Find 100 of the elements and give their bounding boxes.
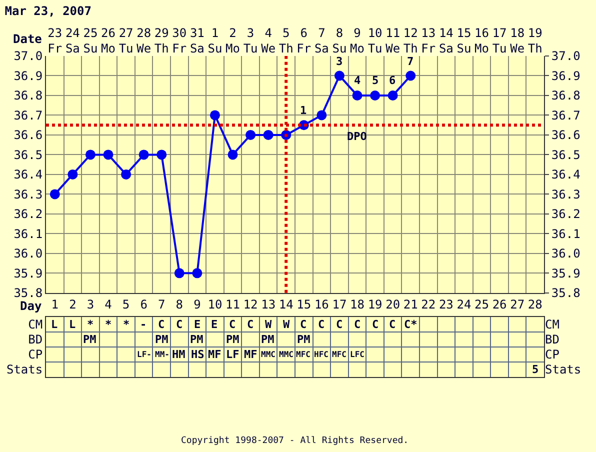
x2-tick-label: 13 Fr <box>421 26 436 56</box>
point <box>156 150 167 160</box>
x2-tick-label: 12 Th <box>403 26 418 56</box>
point <box>388 90 398 100</box>
x-tick-label: 25 <box>474 297 489 312</box>
y2-tick-label: 36.0 <box>551 246 580 261</box>
x2-tick-label: 9 Mo <box>350 26 364 56</box>
text: LF <box>226 348 240 361</box>
annotation: 7 <box>407 55 414 68</box>
point <box>50 189 60 200</box>
y-tick-label: 36.7 <box>14 108 43 122</box>
text: * <box>87 318 94 331</box>
y-tick-label: 36.4 <box>14 168 43 182</box>
text: MM- <box>155 350 170 359</box>
x-tick-label: 26 <box>492 297 507 312</box>
text: E <box>194 318 201 331</box>
text: MMC <box>279 350 294 359</box>
text: C <box>354 318 361 331</box>
x-tick-label: 24 <box>456 297 472 312</box>
text: C <box>300 318 307 331</box>
x-tick-label: 7 <box>158 297 166 312</box>
y-tick-label: 36.0 <box>14 246 43 261</box>
x2-tick-label: 1 Su <box>208 26 222 56</box>
point <box>174 268 184 278</box>
y2-tick-label: 36.6 <box>551 128 580 142</box>
x2-tick-label: 6 Fr <box>296 26 312 56</box>
text: C* <box>404 318 418 331</box>
y2-tick-label: 36.1 <box>551 226 580 241</box>
y-tick-label: Stats <box>6 362 43 377</box>
point <box>85 150 96 160</box>
y-tick-label: 35.8 <box>14 286 43 300</box>
text: HFC <box>314 350 328 359</box>
x-tick-label: 14 <box>278 297 294 312</box>
x-tick-label: 3 <box>86 297 94 312</box>
x2-tick-label: 29 Th <box>154 26 169 56</box>
point <box>103 150 114 160</box>
x2-tick-label: 4 We <box>261 26 276 56</box>
point <box>121 169 132 180</box>
x-tick-label: 2 <box>69 297 76 312</box>
x2-tick-label: 27 Tu <box>118 26 134 56</box>
point <box>246 130 256 140</box>
x2-tick-label: 5 Th <box>278 26 294 56</box>
text: C <box>229 318 236 331</box>
annotation: 4 <box>354 74 361 87</box>
x-tick-label: 11 <box>226 297 240 312</box>
x-tick-label: 4 <box>104 297 112 312</box>
x2-tick-label: 16 Mo <box>474 26 489 56</box>
x-tick-label: 9 <box>194 297 201 312</box>
annotation: 5 <box>372 74 379 87</box>
y-tick-label: BD <box>28 332 43 347</box>
chart-title: Mar 23, 2007 <box>4 4 92 18</box>
text: LFC <box>350 350 364 359</box>
point <box>263 130 274 140</box>
y2-tick-label: BD <box>545 332 560 347</box>
x2-tick-label: 26 Mo <box>101 26 116 56</box>
text: MFC <box>296 350 310 359</box>
x2-tick-label: 31 Sa <box>190 26 204 56</box>
text: * <box>105 318 112 331</box>
y-tick-label: 36.2 <box>14 207 43 222</box>
y2-tick-label: 36.2 <box>551 207 580 222</box>
y2-tick-label: 35.8 <box>551 286 580 300</box>
x-tick-label: 22 <box>421 297 436 312</box>
y2-tick-label: 35.9 <box>551 266 580 280</box>
x-tick-label: 10 <box>208 297 222 312</box>
x-tick-label: 5 <box>122 297 130 312</box>
y2-tick-label: 36.5 <box>551 148 580 162</box>
point <box>316 110 327 120</box>
text: MF <box>244 348 258 361</box>
y2-tick-label: 36.4 <box>551 168 580 182</box>
x2-tick-label: 8 Su <box>332 26 347 56</box>
text: C <box>247 318 254 331</box>
text: L <box>51 318 58 331</box>
x2-tick-label: 19 Th <box>528 26 542 56</box>
x-tick-label: 28 <box>528 297 542 312</box>
text: 5 <box>532 363 539 376</box>
text: PM <box>261 333 274 346</box>
y-tick-label: CM <box>28 318 43 332</box>
y-tick-label: 36.1 <box>14 226 43 241</box>
x-axis-title: Day <box>20 299 42 313</box>
x-tick-label: 18 <box>350 297 364 312</box>
ref-line-label: DPO <box>347 130 368 143</box>
x-tick-label: 17 <box>332 297 347 312</box>
text: PM <box>226 333 240 346</box>
x2-tick-label: 7 Sa <box>314 26 329 56</box>
text: E <box>211 318 218 331</box>
x-tick-label: 21 <box>403 297 418 312</box>
y-tick-label: 37.0 <box>14 49 43 64</box>
x2-tick-label: 3 Tu <box>243 26 258 56</box>
x-tick-label: 27 <box>510 297 525 312</box>
point <box>138 150 149 160</box>
x2-tick-label: 25 Su <box>83 26 98 56</box>
y-tick-label: CP <box>28 348 43 362</box>
text: MMC <box>261 350 276 359</box>
x2-axis-title: Date <box>13 32 42 46</box>
annotation: 1 <box>300 104 307 117</box>
x2-tick-label: 14 Sa <box>438 26 454 56</box>
x2-tick-label: 11 We <box>386 26 400 56</box>
y-tick-label: 36.8 <box>14 88 43 103</box>
y-tick-label: 36.6 <box>14 128 43 142</box>
x-tick-label: 20 <box>386 297 400 312</box>
